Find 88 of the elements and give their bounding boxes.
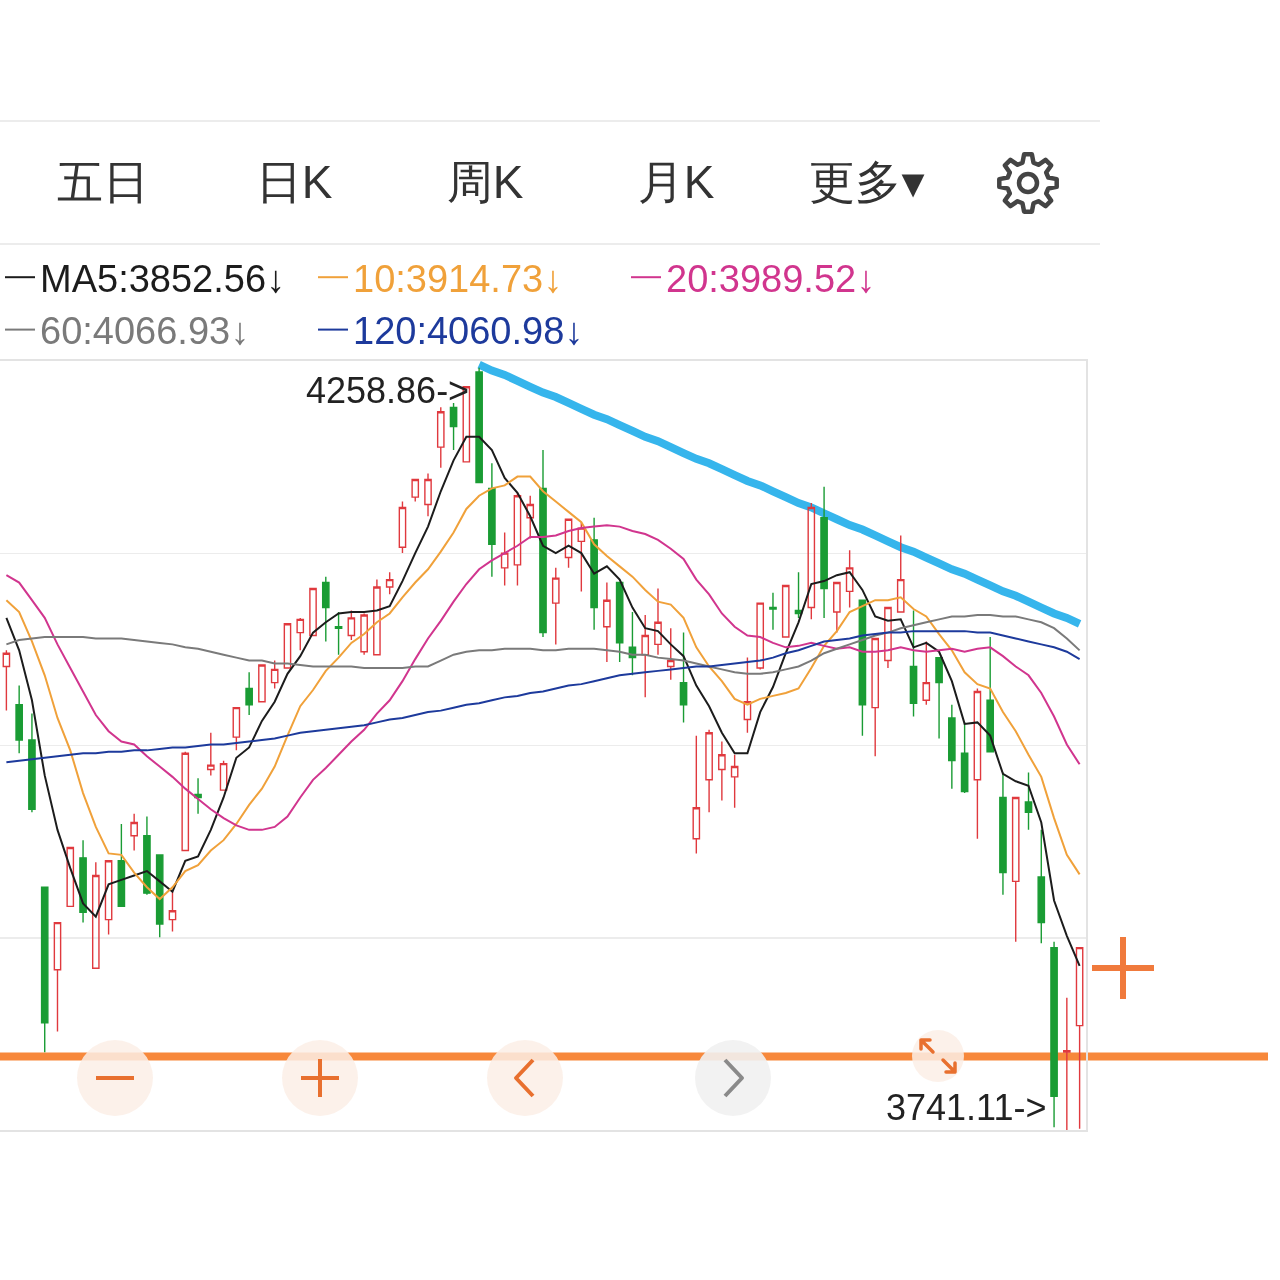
legend-label: 20:3989.52↓ (666, 258, 876, 301)
candlestick (615, 581, 624, 663)
text: 4258.86-> (306, 370, 470, 411)
candlestick (896, 534, 905, 613)
candlestick (769, 592, 777, 631)
candlestick (884, 606, 892, 669)
candlestick (692, 734, 701, 855)
text: 月K (636, 155, 716, 210)
candlestick (641, 614, 650, 699)
candlestick (679, 631, 688, 724)
candlestick (1037, 829, 1046, 944)
candlestick (449, 402, 458, 451)
candlestick (232, 706, 241, 752)
candlestick (104, 860, 113, 936)
candlestick (168, 890, 177, 933)
candlestick (1063, 996, 1071, 1130)
candlestick (66, 846, 75, 908)
candlestick (1075, 946, 1084, 1130)
text: 更多▾ (808, 155, 926, 210)
candlestick (2, 649, 11, 712)
candlestick (28, 712, 36, 813)
text: 五日 (56, 155, 150, 210)
candlestick (794, 571, 803, 619)
candlestick (577, 521, 586, 593)
candlestick (564, 518, 573, 569)
candlestick (130, 812, 138, 852)
text: 周K (445, 155, 525, 210)
candlestick (53, 921, 62, 1033)
legend-label: MA5:3852.56↓ (40, 258, 286, 301)
candlestick (475, 367, 483, 484)
candlestick (411, 478, 420, 503)
text: 3741.11-> (886, 1087, 1047, 1128)
candlestick (986, 636, 995, 753)
candlestick (385, 571, 394, 596)
candlestick (1024, 771, 1033, 831)
candlestick (922, 640, 931, 706)
candlestick (705, 729, 713, 813)
candlestick (743, 656, 752, 734)
legend-label: 10:3914.73↓ (353, 258, 563, 301)
candlestick (781, 584, 790, 638)
candlestick (590, 517, 598, 631)
candlestick (206, 732, 215, 777)
candlestick (181, 751, 190, 852)
candlestick (436, 406, 445, 469)
candlestick (539, 449, 547, 638)
candlestick (513, 492, 522, 587)
candlestick (948, 704, 956, 790)
candlestick (258, 664, 266, 703)
candlestick (807, 502, 816, 621)
candlestick (155, 854, 164, 939)
text: 日K (254, 155, 334, 210)
candlestick (820, 486, 828, 619)
candlestick (398, 500, 407, 554)
candlestick (194, 777, 202, 815)
candlestick (15, 684, 23, 755)
candlestick (1050, 941, 1058, 1128)
legend-label: 60:4066.93↓ (40, 310, 250, 353)
candlestick (833, 581, 841, 634)
candlestick (283, 623, 292, 669)
candlestick (143, 815, 151, 896)
candlestick (730, 754, 739, 809)
candlestick (296, 617, 305, 651)
candlestick (321, 575, 330, 643)
candlestick (219, 759, 228, 791)
candlestick (373, 578, 381, 656)
candlestick (360, 612, 368, 656)
candlestick (309, 587, 317, 637)
candlestick (935, 656, 943, 740)
candlestick (603, 581, 611, 663)
candlestick (424, 472, 432, 517)
candlestick (871, 637, 880, 757)
legend-label: 120:4060.98↓ (353, 310, 584, 353)
candlestick (654, 587, 662, 656)
candlestick (488, 462, 496, 578)
candlestick (245, 671, 253, 716)
candlestick (1011, 796, 1020, 943)
candlestick (91, 861, 100, 969)
candlestick (40, 886, 49, 1053)
candlestick (909, 609, 918, 718)
candlestick (79, 839, 87, 924)
candlestick (756, 602, 765, 671)
candlestick (666, 627, 675, 681)
candlestick (718, 740, 726, 802)
candlestick (500, 531, 509, 587)
candlestick (845, 549, 854, 609)
candlestick (551, 567, 560, 646)
candlestick (270, 659, 279, 690)
candlestick (973, 687, 982, 840)
